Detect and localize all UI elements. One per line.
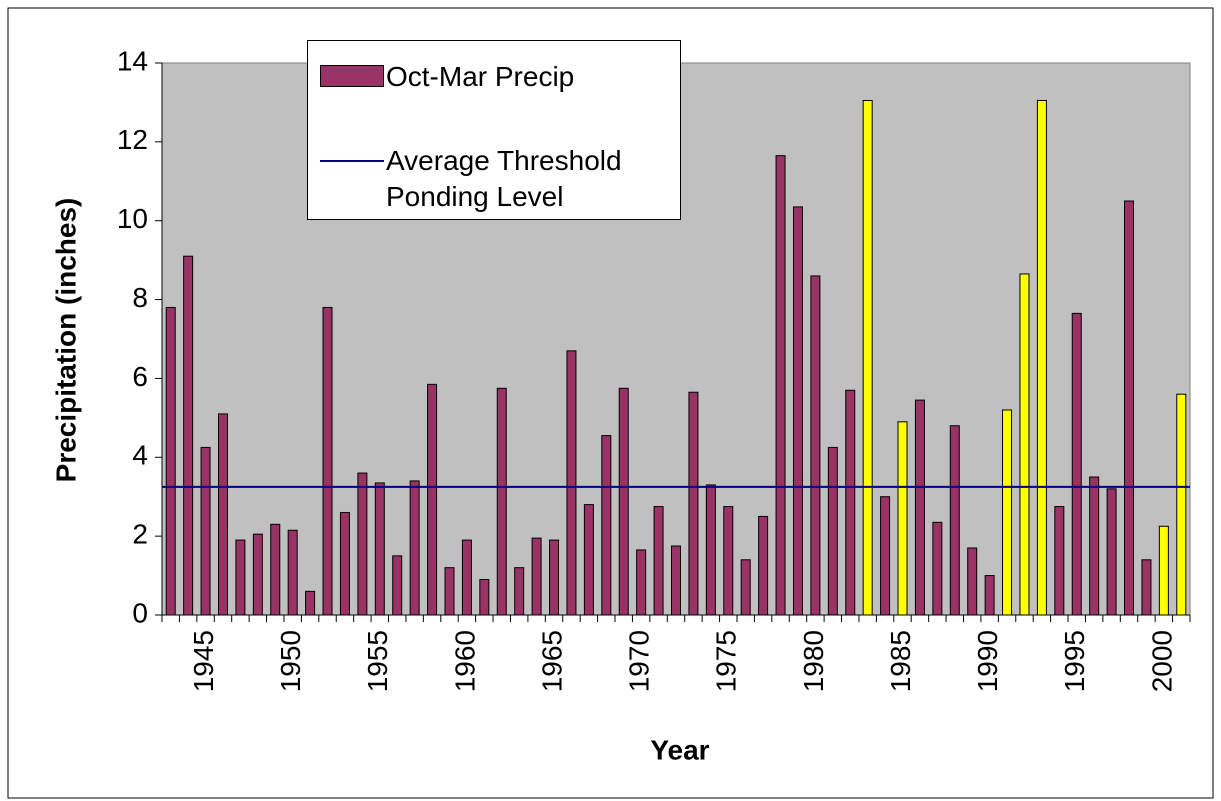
bar (444, 567, 455, 616)
bar (1002, 409, 1013, 616)
x-tick-label: 1950 (275, 630, 306, 692)
bar (845, 389, 856, 616)
bar (357, 472, 368, 616)
bar (810, 275, 821, 616)
bar (514, 567, 525, 616)
y-tick-label: 8 (132, 282, 148, 313)
y-tick-label: 12 (117, 124, 148, 155)
bar (967, 547, 978, 616)
bar (235, 539, 246, 616)
bar (775, 155, 786, 616)
bar (479, 579, 490, 616)
x-tick-label: 1965 (536, 630, 567, 692)
legend: Oct-Mar Precip Average Threshold Ponding… (307, 40, 681, 220)
bar (1089, 476, 1100, 616)
bar (1124, 200, 1135, 616)
x-tick-label: 1985 (885, 630, 916, 692)
x-tick-label: 1975 (711, 630, 742, 692)
bar (252, 533, 263, 616)
bar (583, 504, 594, 616)
bar (653, 506, 664, 616)
x-tick-label: 1955 (362, 630, 393, 692)
bar (339, 511, 350, 616)
bar (914, 399, 925, 616)
bar (1176, 393, 1187, 616)
legend-label: Oct-Mar Precip (386, 61, 575, 92)
bar (618, 387, 629, 616)
legend-item: Average Threshold Ponding Level (318, 143, 676, 215)
bar (165, 306, 176, 616)
legend-label: Average Threshold Ponding Level (386, 145, 622, 212)
bar (897, 421, 908, 616)
bar (1054, 506, 1065, 616)
y-tick-label: 6 (132, 361, 148, 392)
bar (322, 306, 333, 616)
bar (200, 446, 211, 616)
legend-item: Oct-Mar Precip (318, 59, 676, 95)
y-tick-label: 0 (132, 597, 148, 628)
x-tick-label: 1995 (1059, 630, 1090, 692)
bar (880, 496, 891, 616)
bar (531, 537, 542, 616)
bar (932, 521, 943, 616)
bar (496, 387, 507, 616)
bar (671, 545, 681, 616)
bar (636, 549, 647, 616)
bar (183, 255, 194, 616)
bar (1036, 99, 1047, 616)
x-tick-label: 1960 (449, 630, 480, 692)
bar (566, 350, 577, 616)
y-tick-label: 4 (132, 440, 148, 471)
x-tick-label: 1990 (972, 630, 1003, 692)
bar (461, 539, 472, 616)
bar (287, 529, 298, 616)
bar (1019, 273, 1030, 616)
bar (740, 559, 751, 616)
bar (1158, 525, 1169, 616)
y-tick-label: 14 (117, 45, 148, 76)
bar (758, 515, 769, 616)
x-tick-label: 1980 (798, 630, 829, 692)
bar (217, 413, 228, 616)
bar (984, 575, 995, 616)
legend-line (320, 160, 384, 162)
bar (827, 446, 838, 616)
y-tick-label: 10 (117, 203, 148, 234)
bar (409, 480, 420, 616)
bar (1071, 312, 1082, 616)
bar (1141, 559, 1152, 616)
bar (792, 206, 803, 616)
bar (549, 539, 560, 616)
bar (949, 425, 960, 616)
x-tick-label: 1970 (624, 630, 655, 692)
frame (7, 7, 1214, 799)
bar (374, 482, 385, 616)
bar (1106, 488, 1117, 616)
bar (392, 555, 403, 616)
x-tick-label: 1945 (188, 630, 219, 692)
y-tick-label: 2 (132, 519, 148, 550)
bar (723, 506, 734, 616)
bar (688, 391, 699, 616)
bar (305, 590, 316, 616)
bar (601, 435, 612, 616)
legend-swatch (320, 65, 384, 87)
y-axis-title: Precipitation (inches) (50, 198, 81, 483)
bar (862, 99, 873, 616)
x-axis-title: Year (650, 734, 709, 765)
bar (427, 383, 438, 616)
x-tick-label: 2000 (1146, 630, 1177, 692)
bar (270, 523, 281, 616)
bar (705, 484, 716, 616)
